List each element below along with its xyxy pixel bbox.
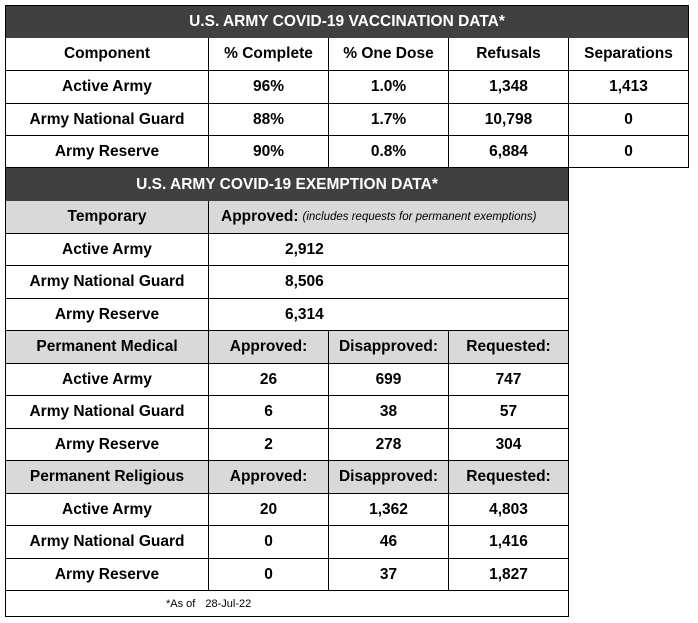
cell-separations: 0 [569,136,689,168]
row-label: Active Army [5,234,209,266]
row-label: Army Reserve [5,559,209,591]
cell-disapproved: 699 [329,364,449,396]
cell-approved: 2 [209,429,329,461]
row-label: Active Army [5,71,209,104]
table-row: Army Reserve 90% 0.8% 6,884 0 [5,136,689,168]
medical-header-row: Permanent Medical Approved: Disapproved:… [5,331,569,364]
row-label: Active Army [5,494,209,526]
cell-complete: 88% [209,104,329,136]
table-row: Active Army 2,912 [5,234,569,266]
table-row: Army Reserve 0 37 1,827 [5,559,569,591]
cell-disapproved: 38 [329,396,449,429]
religious-requested-header: Requested: [449,461,569,494]
medical-requested-header: Requested: [449,331,569,364]
cell-requested: 747 [449,364,569,396]
col-header-refusals: Refusals [449,38,569,71]
temporary-approved-label: Approved: [221,208,299,225]
table-row: Active Army 20 1,362 4,803 [5,494,569,526]
exemption-title-row: U.S. ARMY COVID-19 EXEMPTION DATA* [5,168,569,201]
table-row: Active Army 26 699 747 [5,364,569,396]
medical-approved-header: Approved: [209,331,329,364]
medical-label: Permanent Medical [5,331,209,364]
footnote-row: *As of 28-Jul-22 [5,591,569,617]
cell-one-dose: 1.7% [329,104,449,136]
cell-refusals: 6,884 [449,136,569,168]
temporary-label: Temporary [5,201,209,234]
cell-approved: 0 [209,559,329,591]
footnote-label: *As of [166,597,196,610]
exemption-title: U.S. ARMY COVID-19 EXEMPTION DATA* [5,168,569,201]
vaccination-title-row: U.S. ARMY COVID-19 VACCINATION DATA* [5,5,689,38]
cell-complete: 90% [209,136,329,168]
table-row: Army Reserve 6,314 [5,299,569,331]
cell-disapproved: 278 [329,429,449,461]
row-label: Army Reserve [5,136,209,168]
row-label: Army National Guard [5,526,209,559]
row-label: Army Reserve [5,429,209,461]
cell-requested: 1,416 [449,526,569,559]
medical-disapproved-header: Disapproved: [329,331,449,364]
cell-requested: 4,803 [449,494,569,526]
row-label: Army Reserve [5,299,209,331]
religious-approved-header: Approved: [209,461,329,494]
temporary-approved-note: (includes requests for permanent exempti… [302,211,537,223]
col-header-separations: Separations [569,38,689,71]
religious-header-row: Permanent Religious Approved: Disapprove… [5,461,569,494]
col-header-complete: % Complete [209,38,329,71]
temporary-header-row: Temporary Approved: (includes requests f… [5,201,569,234]
cell-approved: 0 [209,526,329,559]
col-header-component: Component [5,38,209,71]
cell-requested: 57 [449,396,569,429]
religious-disapproved-header: Disapproved: [329,461,449,494]
cell-approved: 26 [209,364,329,396]
footnote-date: 28-Jul-22 [205,597,252,610]
table-row: Army National Guard 8,506 [5,266,569,299]
footnote: *As of 28-Jul-22 [5,591,569,617]
cell-disapproved: 46 [329,526,449,559]
cell-approved: 20 [209,494,329,526]
row-label: Army National Guard [5,104,209,136]
col-header-one-dose: % One Dose [329,38,449,71]
vaccination-header-row: Component % Complete % One Dose Refusals… [5,38,689,71]
cell-separations: 1,413 [569,71,689,104]
table-row: Army National Guard 6 38 57 [5,396,569,429]
cell-disapproved: 37 [329,559,449,591]
religious-label: Permanent Religious [5,461,209,494]
row-label: Army National Guard [5,396,209,429]
table-row: Army National Guard 88% 1.7% 10,798 0 [5,104,689,136]
cell-refusals: 1,348 [449,71,569,104]
cell-separations: 0 [569,104,689,136]
cell-one-dose: 1.0% [329,71,449,104]
vaccination-title: U.S. ARMY COVID-19 VACCINATION DATA* [5,5,689,38]
table-row: Active Army 96% 1.0% 1,348 1,413 [5,71,689,104]
row-label: Army National Guard [5,266,209,299]
temporary-approved-header: Approved: (includes requests for permane… [209,201,569,234]
cell-one-dose: 0.8% [329,136,449,168]
cell-disapproved: 1,362 [329,494,449,526]
cell-approved: 6 [209,396,329,429]
cell-approved: 2,912 [209,234,569,266]
cell-requested: 304 [449,429,569,461]
table-row: Army National Guard 0 46 1,416 [5,526,569,559]
cell-complete: 96% [209,71,329,104]
row-label: Active Army [5,364,209,396]
cell-approved: 8,506 [209,266,569,299]
cell-requested: 1,827 [449,559,569,591]
cell-refusals: 10,798 [449,104,569,136]
cell-approved: 6,314 [209,299,569,331]
table-row: Army Reserve 2 278 304 [5,429,569,461]
